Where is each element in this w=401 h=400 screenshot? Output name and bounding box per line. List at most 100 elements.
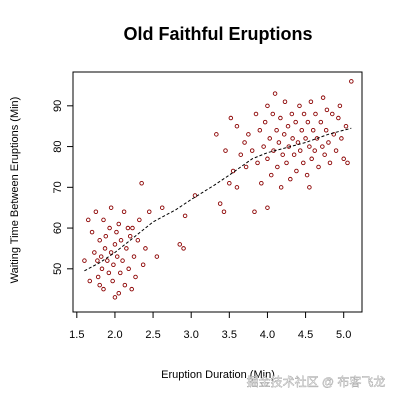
point: [291, 152, 297, 157]
point: [270, 111, 276, 117]
point: [330, 111, 335, 117]
point: [139, 180, 144, 186]
point: [324, 107, 330, 113]
point: [111, 262, 116, 267]
point: [316, 164, 321, 170]
point: [127, 233, 133, 239]
point: [289, 111, 295, 117]
point: [303, 136, 308, 141]
point: [135, 238, 141, 243]
x-tick-label: 4.5: [298, 329, 313, 341]
point: [95, 274, 101, 280]
point: [97, 238, 102, 243]
point: [252, 209, 257, 215]
point: [320, 144, 325, 149]
point: [288, 176, 293, 182]
point: [345, 160, 350, 166]
x-tick-label: 4.0: [260, 329, 275, 341]
point: [337, 103, 343, 109]
point: [284, 160, 289, 166]
point: [265, 156, 270, 162]
x-tick-label: 1.5: [69, 329, 84, 341]
point: [272, 91, 278, 96]
y-tick-label: 60: [52, 222, 64, 234]
point: [101, 286, 106, 292]
point: [246, 132, 251, 137]
point: [309, 156, 314, 162]
point: [154, 254, 160, 259]
point: [223, 148, 228, 153]
point: [107, 225, 112, 231]
point: [243, 164, 249, 170]
y-tick-label: 70: [52, 181, 64, 193]
point: [147, 209, 152, 215]
point: [307, 144, 312, 149]
point: [282, 99, 288, 104]
point: [137, 217, 142, 223]
point: [122, 282, 128, 288]
point: [290, 136, 295, 141]
point: [121, 209, 127, 215]
point: [105, 258, 110, 263]
point: [281, 132, 287, 137]
point: [259, 180, 264, 186]
point: [159, 205, 165, 210]
point: [257, 128, 263, 133]
point: [217, 201, 223, 206]
point: [253, 111, 259, 117]
point: [278, 115, 283, 121]
point: [349, 79, 354, 84]
point: [234, 123, 240, 129]
point: [228, 115, 234, 121]
point: [98, 254, 104, 259]
x-tick-label: 5.0: [336, 329, 351, 341]
point: [301, 160, 306, 166]
point: [308, 99, 314, 104]
point: [307, 185, 312, 190]
point: [89, 229, 95, 235]
y-tick-label: 50: [52, 263, 64, 275]
point: [275, 164, 280, 170]
point: [274, 128, 279, 133]
point: [285, 123, 291, 129]
point: [86, 217, 91, 223]
point: [133, 274, 138, 280]
point: [339, 136, 344, 141]
point: [101, 217, 106, 223]
x-tick-label: 3.5: [222, 329, 237, 341]
x-tick-label: 3.0: [184, 329, 199, 341]
point: [297, 148, 303, 153]
point: [322, 152, 327, 157]
y-tick-label: 80: [52, 140, 64, 152]
point: [333, 148, 339, 153]
point: [255, 160, 260, 166]
y-tick-label: 90: [52, 100, 64, 112]
point: [116, 221, 122, 227]
point: [120, 258, 125, 263]
point: [108, 205, 114, 210]
point: [313, 111, 318, 117]
point: [102, 246, 108, 251]
smooth-line: [84, 127, 352, 272]
point: [262, 119, 268, 125]
point: [267, 136, 272, 141]
point: [125, 225, 131, 231]
point: [326, 140, 331, 145]
point: [312, 148, 317, 153]
x-axis-label: Eruption Duration (Min): [161, 369, 275, 381]
point: [118, 238, 124, 243]
chart-title: Old Faithful Eruptions: [124, 24, 313, 44]
point: [131, 254, 137, 259]
point: [227, 180, 232, 186]
point: [92, 250, 97, 255]
point: [242, 140, 247, 145]
point: [87, 278, 93, 284]
point: [234, 185, 240, 190]
point: [310, 128, 316, 133]
point: [249, 148, 255, 153]
point: [99, 266, 105, 272]
point: [182, 213, 188, 219]
point: [304, 172, 310, 178]
point: [114, 229, 119, 235]
